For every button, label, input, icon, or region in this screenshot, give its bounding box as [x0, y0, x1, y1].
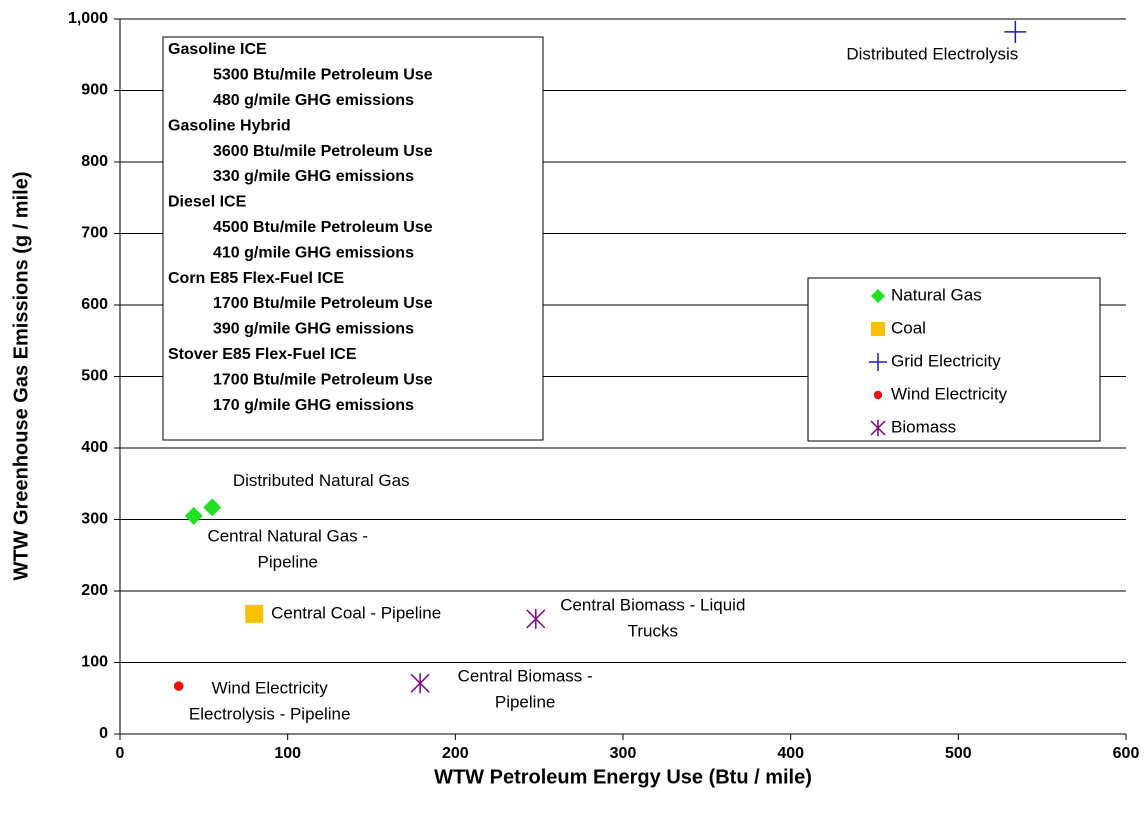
legend-label: Wind Electricity: [891, 384, 1008, 403]
y-tick-label: 400: [81, 439, 108, 456]
marker-part: [173, 681, 184, 691]
point-label: Distributed Natural Gas: [233, 471, 410, 490]
y-tick-label: 200: [81, 582, 108, 599]
point: [410, 673, 430, 694]
point-label: Pipeline: [258, 552, 319, 571]
info-line: 330 g/mile GHG emissions: [213, 168, 414, 185]
x-tick-label: 300: [610, 745, 637, 762]
info-heading: Gasoline ICE: [168, 41, 267, 58]
point: [871, 322, 885, 336]
y-tick-label: 300: [81, 511, 108, 528]
marker-part: [245, 604, 264, 623]
x-tick-label: 200: [442, 745, 469, 762]
point-label: Electrolysis - Pipeline: [189, 705, 351, 724]
info-line: 1700 Btu/mile Petroleum Use: [213, 371, 433, 388]
marker-part: [203, 498, 222, 517]
point: [871, 289, 885, 303]
legend-label: Biomass: [891, 417, 956, 436]
y-tick-label: 900: [81, 82, 108, 99]
x-tick-label: 500: [945, 745, 972, 762]
point-label: Pipeline: [495, 693, 556, 712]
info-line: 390 g/mile GHG emissions: [213, 321, 414, 338]
marker-part: [871, 289, 885, 303]
x-tick-label: 400: [777, 745, 804, 762]
x-tick-label: 600: [1113, 745, 1140, 762]
y-axis-title: WTW Greenhouse Gas Emissions (g / mile): [10, 172, 32, 581]
marker-part: [873, 390, 883, 400]
marker-part: [871, 322, 885, 336]
point-label: Central Biomass -: [458, 667, 593, 686]
info-heading: Stover E85 Flex-Fuel ICE: [168, 346, 357, 363]
info-heading: Corn E85 Flex-Fuel ICE: [168, 270, 344, 287]
legend-label: Grid Electricity: [891, 351, 1001, 370]
info-heading: Diesel ICE: [168, 194, 247, 211]
y-tick-label: 800: [81, 153, 108, 170]
y-tick-label: 100: [81, 654, 108, 671]
x-tick-label: 0: [116, 745, 125, 762]
point-label: Wind Electricity: [212, 679, 329, 698]
point-label: Distributed Electrolysis: [846, 44, 1018, 63]
marker-part: [410, 673, 430, 694]
point-label: Trucks: [628, 621, 678, 640]
info-line: 170 g/mile GHG emissions: [213, 397, 414, 414]
x-axis-title: WTW Petroleum Energy Use (Btu / mile): [434, 766, 812, 788]
point: [526, 608, 546, 629]
info-heading: Gasoline Hybrid: [168, 117, 291, 134]
info-line: 4500 Btu/mile Petroleum Use: [213, 219, 433, 236]
y-tick-label: 1,000: [68, 10, 108, 27]
point: [869, 353, 887, 371]
info-line: 410 g/mile GHG emissions: [213, 244, 414, 261]
point-label: Central Biomass - Liquid: [560, 595, 745, 614]
y-tick-label: 600: [81, 296, 108, 313]
legend-label: Natural Gas: [891, 285, 982, 304]
x-tick-label: 100: [274, 745, 301, 762]
y-tick-label: 700: [81, 225, 108, 242]
info-line: 3600 Btu/mile Petroleum Use: [213, 143, 433, 160]
marker-part: [1004, 20, 1027, 43]
point: [870, 420, 886, 436]
point: [173, 681, 184, 691]
point: [873, 390, 883, 400]
point: [184, 506, 203, 525]
marker-part: [184, 506, 203, 525]
info-line: 5300 Btu/mile Petroleum Use: [213, 67, 433, 84]
point-label: Central Coal - Pipeline: [271, 603, 441, 622]
marker-part: [526, 608, 546, 629]
info-box: [162, 36, 544, 441]
y-tick-label: 500: [81, 368, 108, 385]
point: [245, 604, 264, 623]
marker-part: [870, 420, 886, 436]
legend-label: Coal: [891, 318, 926, 337]
y-tick-label: 0: [99, 725, 108, 742]
legend-box: [807, 277, 1101, 442]
info-line: 480 g/mile GHG emissions: [213, 92, 414, 109]
point-label: Central Natural Gas -: [207, 526, 368, 545]
info-line: 1700 Btu/mile Petroleum Use: [213, 295, 433, 312]
marker-part: [869, 353, 887, 371]
point: [1004, 20, 1027, 43]
point: [203, 498, 222, 517]
